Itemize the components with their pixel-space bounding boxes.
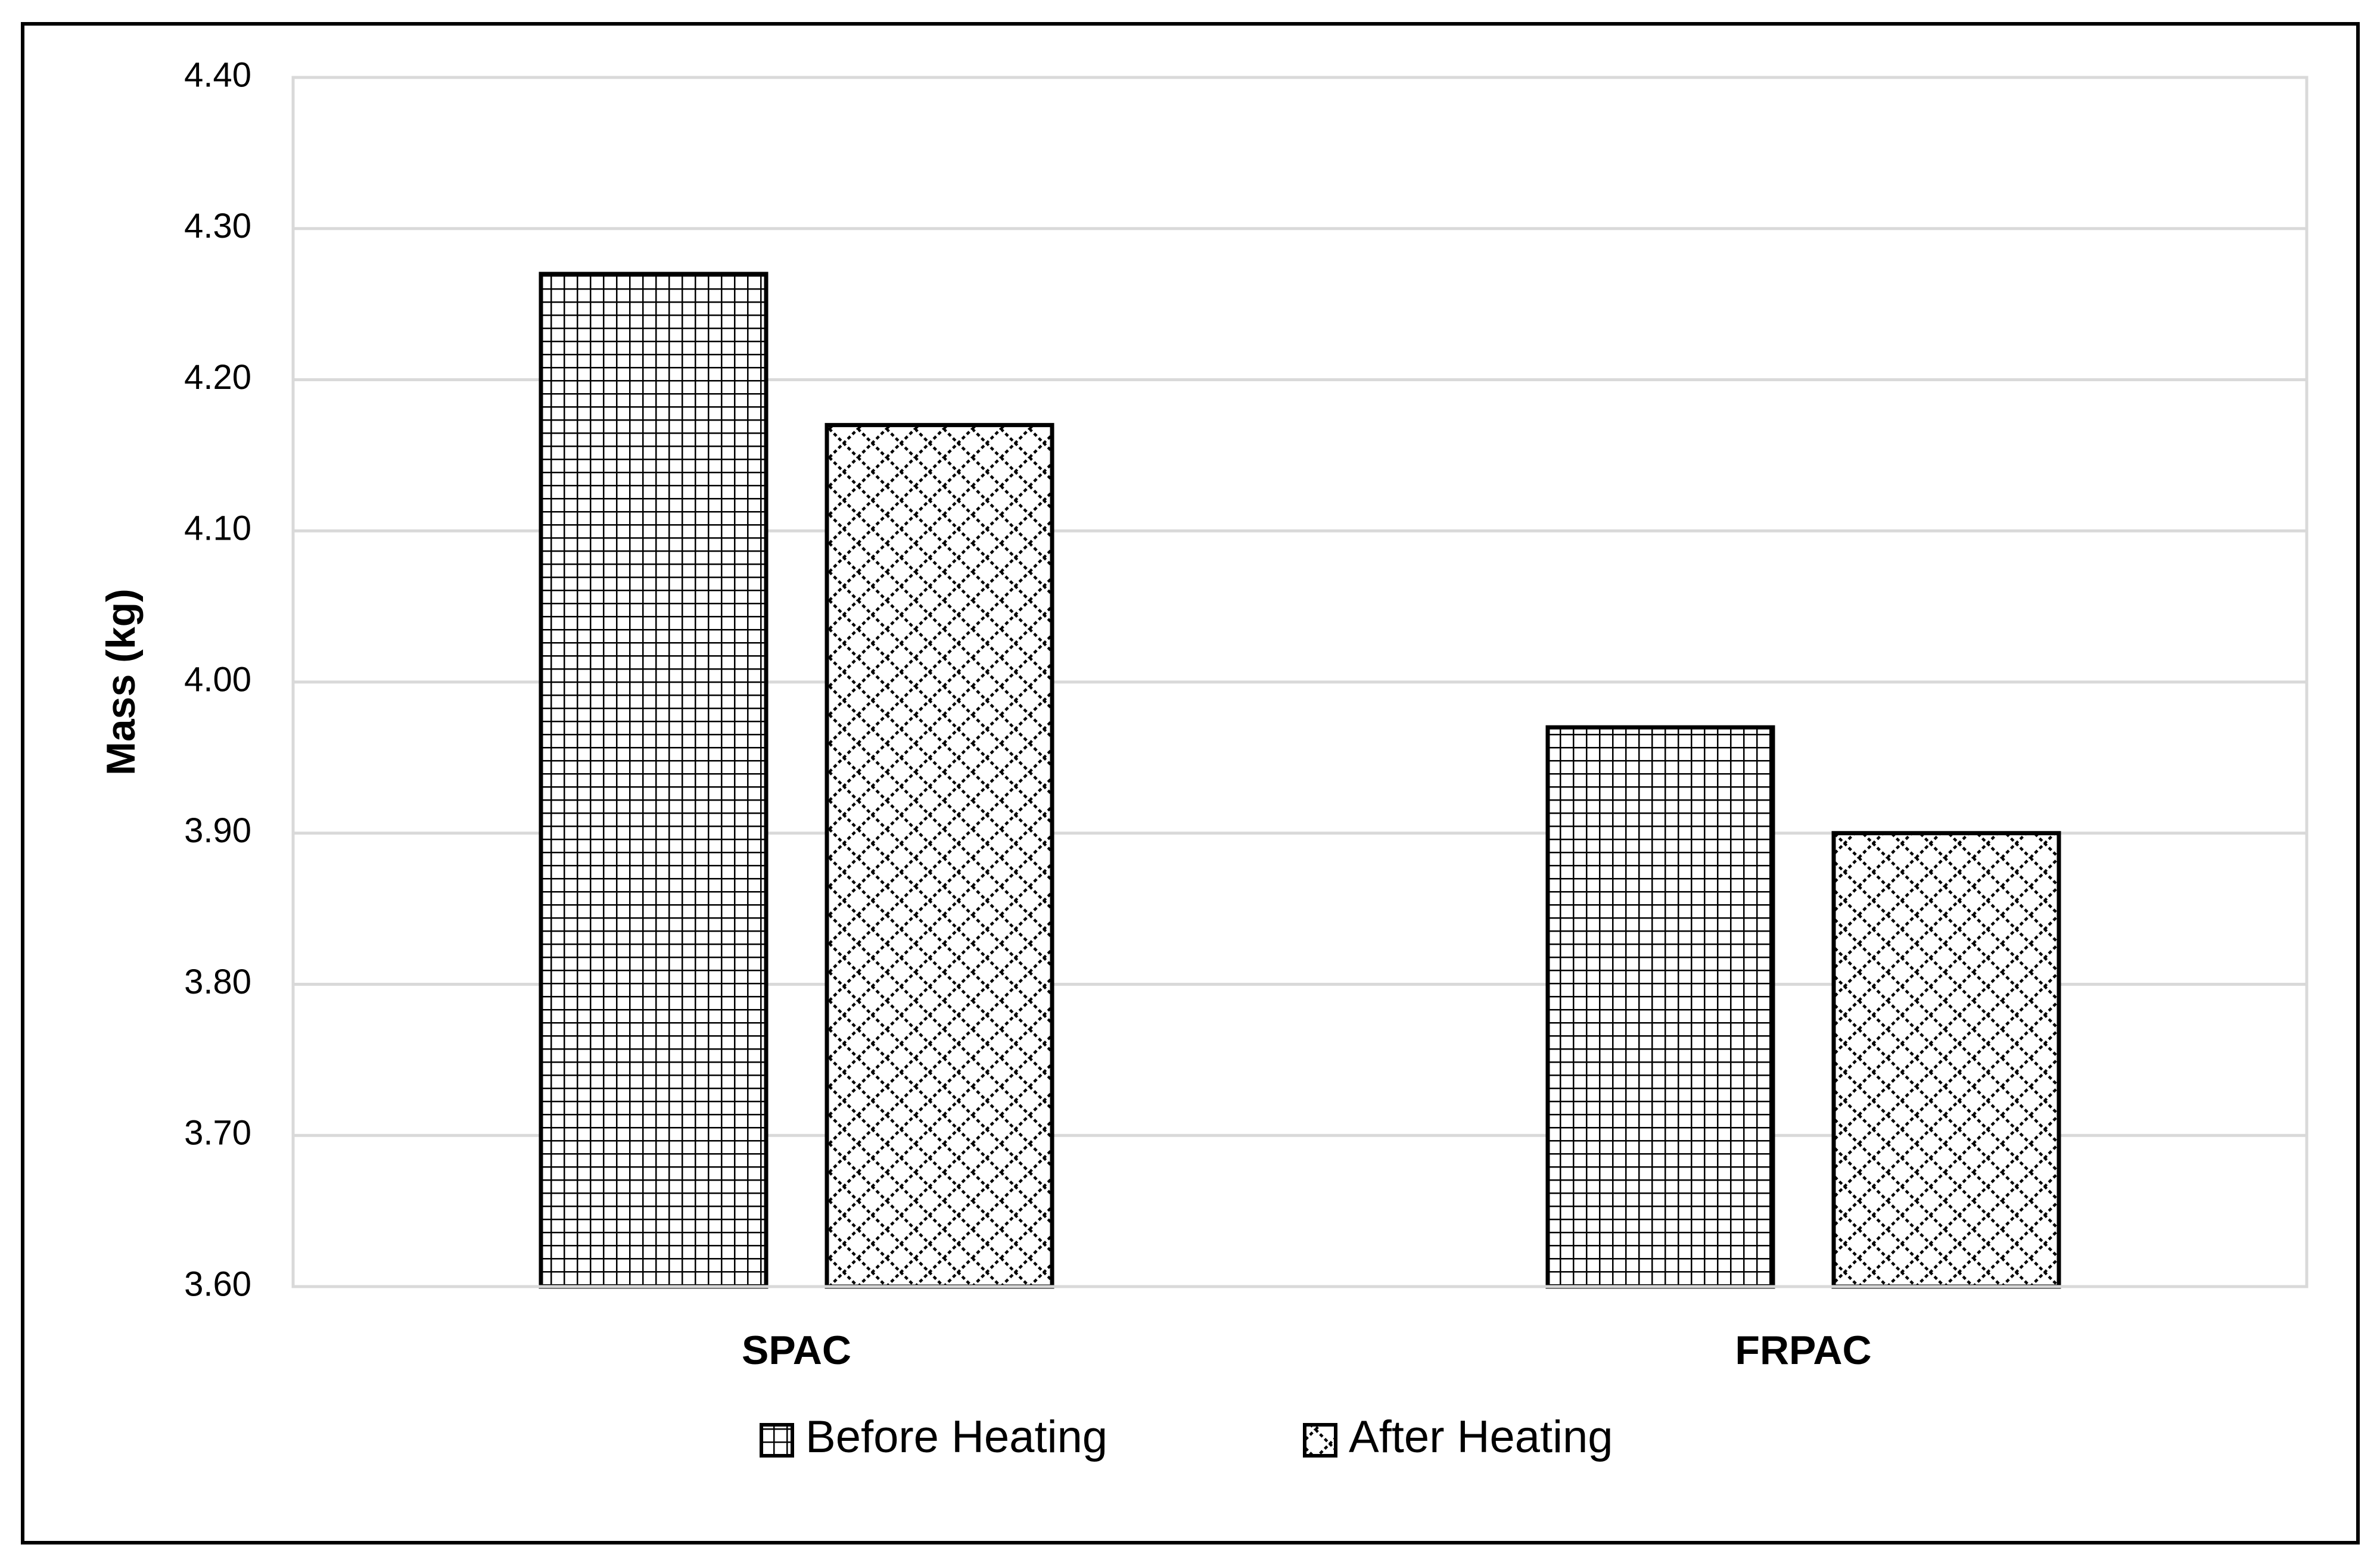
x-category-label: SPAC <box>742 1328 851 1373</box>
bar-spac-after-heating <box>825 423 1054 1289</box>
legend-label: After Heating <box>1349 1412 1613 1462</box>
x-category-label: FRPAC <box>1735 1328 1871 1373</box>
chart-frame <box>21 22 2360 1544</box>
y-tick-label: 3.80 <box>184 963 251 1001</box>
bar-spac-before-heating <box>539 272 769 1289</box>
y-tick-label: 4.00 <box>184 660 251 699</box>
y-tick-label: 4.40 <box>184 55 251 94</box>
bar-frpac-after-heating <box>1831 831 2061 1289</box>
x-axis-category-labels: SPAC FRPAC <box>742 1328 1872 1373</box>
legend: Before Heating After Heating <box>760 1412 1613 1462</box>
bars <box>539 272 2061 1289</box>
y-tick-label: 4.30 <box>184 207 251 245</box>
y-axis-tick-labels: 3.60 3.70 3.80 3.90 4.00 4.10 4.20 4.30 4.40 <box>184 55 251 1303</box>
y-tick-label: 3.60 <box>184 1265 251 1303</box>
y-tick-label: 4.10 <box>184 509 251 548</box>
legend-label: Before Heating <box>805 1412 1107 1462</box>
y-tick-label: 3.90 <box>184 811 251 850</box>
bar-frpac-before-heating <box>1545 725 1775 1289</box>
y-tick-label: 3.70 <box>184 1114 251 1153</box>
y-axis-title: Mass (kg) <box>98 588 144 776</box>
legend-swatch <box>1303 1423 1337 1458</box>
legend-swatch <box>760 1423 794 1458</box>
y-tick-label: 4.20 <box>184 358 251 397</box>
